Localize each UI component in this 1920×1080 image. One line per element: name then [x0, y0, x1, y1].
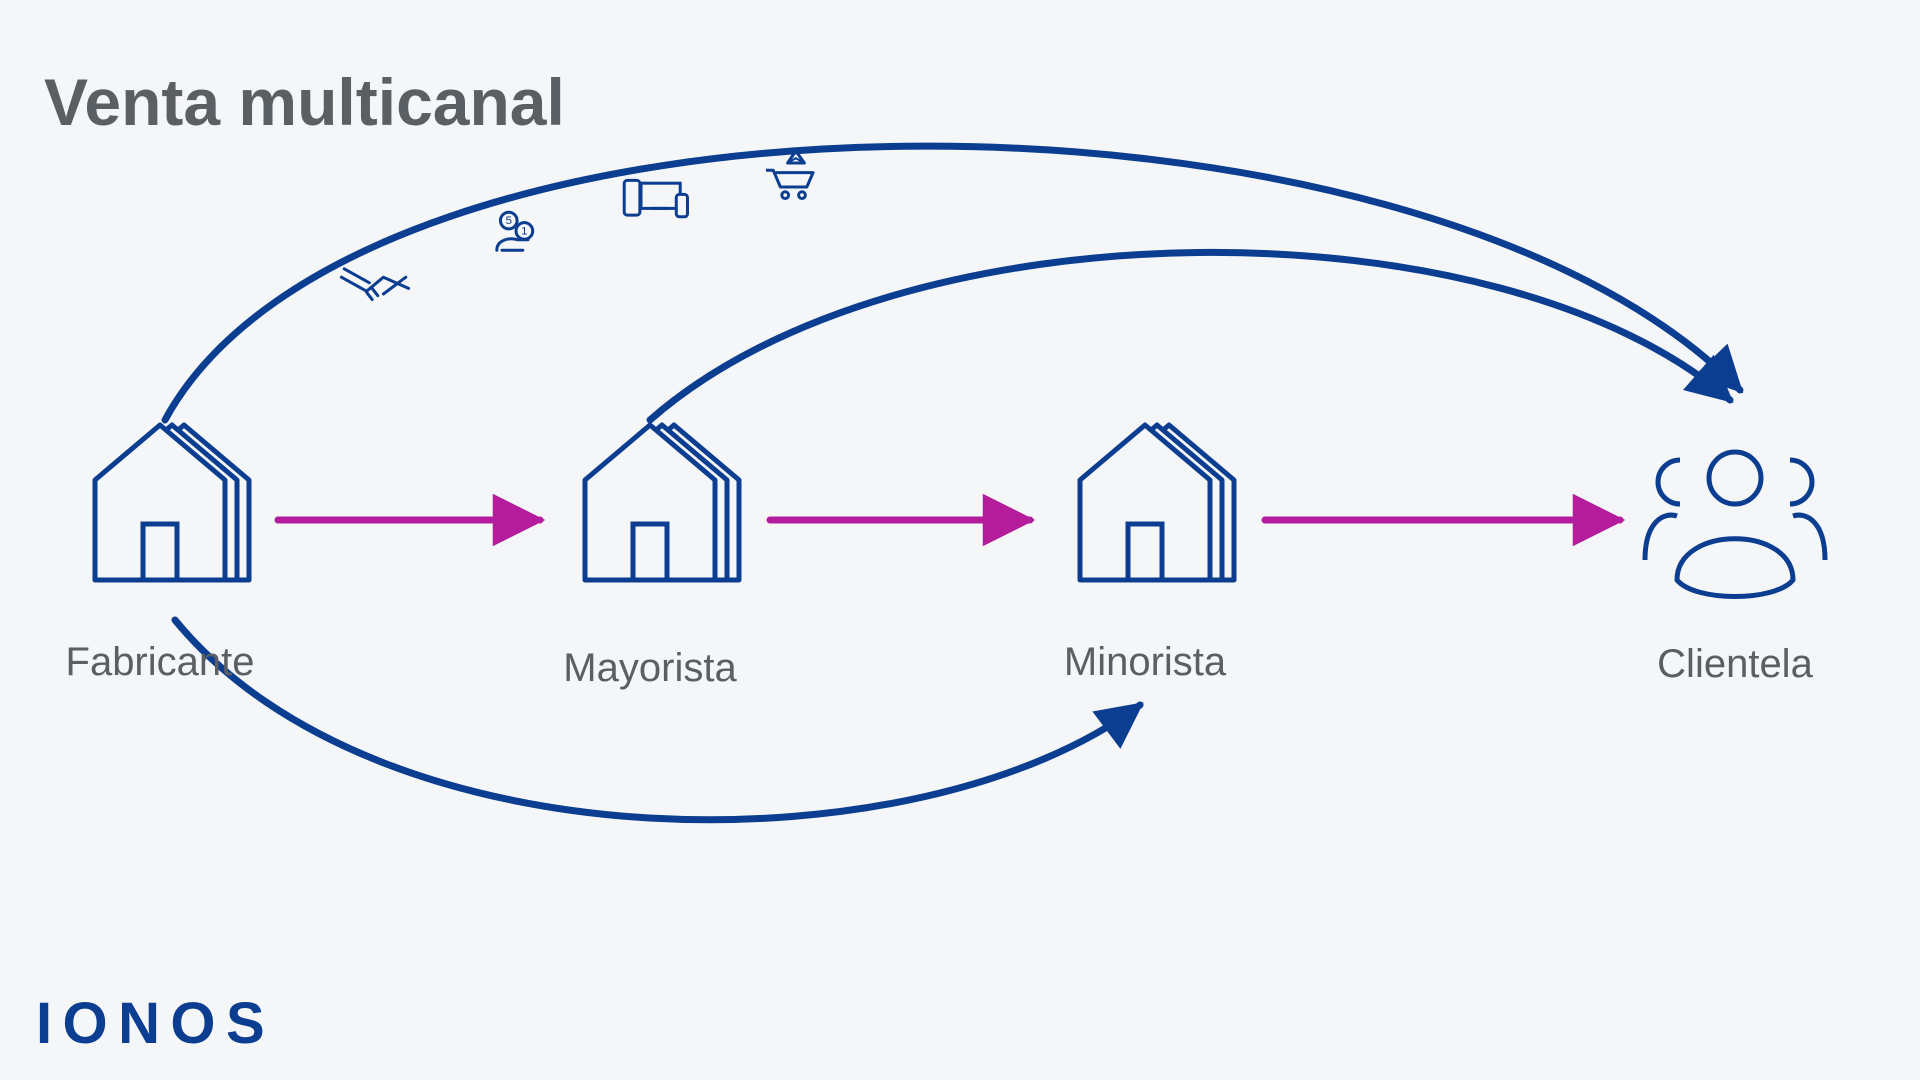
node-label-fabricante: Fabricante: [66, 640, 255, 685]
node-clientela: [1645, 452, 1825, 597]
devices-icon: [624, 180, 687, 216]
edge-mayorista-to-clientela: [650, 252, 1730, 420]
handshake-icon: [341, 269, 408, 300]
node-label-minorista: Minorista: [1064, 640, 1226, 685]
brand-logo: IONOS: [36, 990, 275, 1057]
cart-icon: [766, 151, 813, 199]
node-fabricante: [95, 425, 249, 580]
diagram-canvas: 51: [0, 0, 1920, 1080]
node-minorista: [1080, 425, 1234, 580]
node-mayorista: [585, 425, 739, 580]
payment-icon: 51: [497, 212, 533, 250]
svg-text:1: 1: [521, 226, 527, 238]
node-label-clientela: Clientela: [1657, 642, 1813, 687]
svg-text:5: 5: [506, 215, 512, 227]
node-label-mayorista: Mayorista: [563, 646, 736, 691]
